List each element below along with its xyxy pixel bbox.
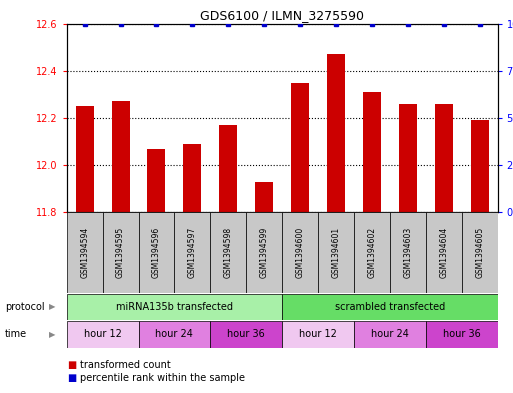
Bar	[139, 212, 174, 293]
Bar	[139, 321, 210, 348]
Bar	[318, 212, 354, 293]
Bar	[183, 144, 201, 212]
Text: GSM1394594: GSM1394594	[80, 227, 89, 278]
Bar	[327, 54, 345, 212]
Text: hour 36: hour 36	[227, 329, 265, 340]
Text: ▶: ▶	[49, 330, 55, 339]
Text: percentile rank within the sample: percentile rank within the sample	[80, 373, 245, 383]
Bar	[219, 125, 237, 212]
Text: hour 12: hour 12	[84, 329, 122, 340]
Bar	[282, 294, 498, 320]
Text: GSM1394597: GSM1394597	[188, 227, 197, 278]
Text: GSM1394605: GSM1394605	[475, 227, 484, 278]
Bar	[282, 212, 318, 293]
Text: GSM1394595: GSM1394595	[116, 227, 125, 278]
Text: ▶: ▶	[49, 303, 55, 311]
Bar	[426, 212, 462, 293]
Text: GSM1394603: GSM1394603	[403, 227, 412, 278]
Bar	[255, 182, 273, 212]
Title: GDS6100 / ILMN_3275590: GDS6100 / ILMN_3275590	[200, 9, 364, 22]
Bar	[75, 106, 93, 212]
Text: transformed count: transformed count	[80, 360, 170, 370]
Text: ■: ■	[67, 360, 76, 370]
Bar	[246, 212, 282, 293]
Bar	[210, 321, 282, 348]
Text: miRNA135b transfected: miRNA135b transfected	[116, 302, 233, 312]
Bar	[103, 212, 139, 293]
Text: GSM1394604: GSM1394604	[439, 227, 448, 278]
Bar	[174, 212, 210, 293]
Bar	[462, 212, 498, 293]
Bar	[354, 212, 390, 293]
Bar	[363, 92, 381, 212]
Bar	[435, 104, 452, 212]
Text: protocol: protocol	[5, 302, 45, 312]
Text: hour 36: hour 36	[443, 329, 481, 340]
Text: GSM1394602: GSM1394602	[367, 227, 377, 278]
Bar	[470, 120, 488, 212]
Text: GSM1394598: GSM1394598	[224, 227, 233, 278]
Bar	[282, 321, 354, 348]
Bar	[67, 321, 139, 348]
Text: GSM1394599: GSM1394599	[260, 227, 269, 278]
Bar	[354, 321, 426, 348]
Bar	[291, 83, 309, 212]
Bar	[111, 101, 129, 212]
Text: ■: ■	[67, 373, 76, 383]
Bar	[399, 104, 417, 212]
Text: scrambled transfected: scrambled transfected	[335, 302, 445, 312]
Text: time: time	[5, 329, 27, 340]
Bar	[67, 294, 282, 320]
Bar	[67, 212, 103, 293]
Text: hour 24: hour 24	[155, 329, 193, 340]
Text: GSM1394601: GSM1394601	[331, 227, 341, 278]
Text: hour 12: hour 12	[299, 329, 337, 340]
Bar	[148, 149, 165, 212]
Bar	[390, 212, 426, 293]
Text: hour 24: hour 24	[371, 329, 409, 340]
Bar	[426, 321, 498, 348]
Bar	[210, 212, 246, 293]
Text: GSM1394600: GSM1394600	[295, 227, 305, 278]
Text: GSM1394596: GSM1394596	[152, 227, 161, 278]
